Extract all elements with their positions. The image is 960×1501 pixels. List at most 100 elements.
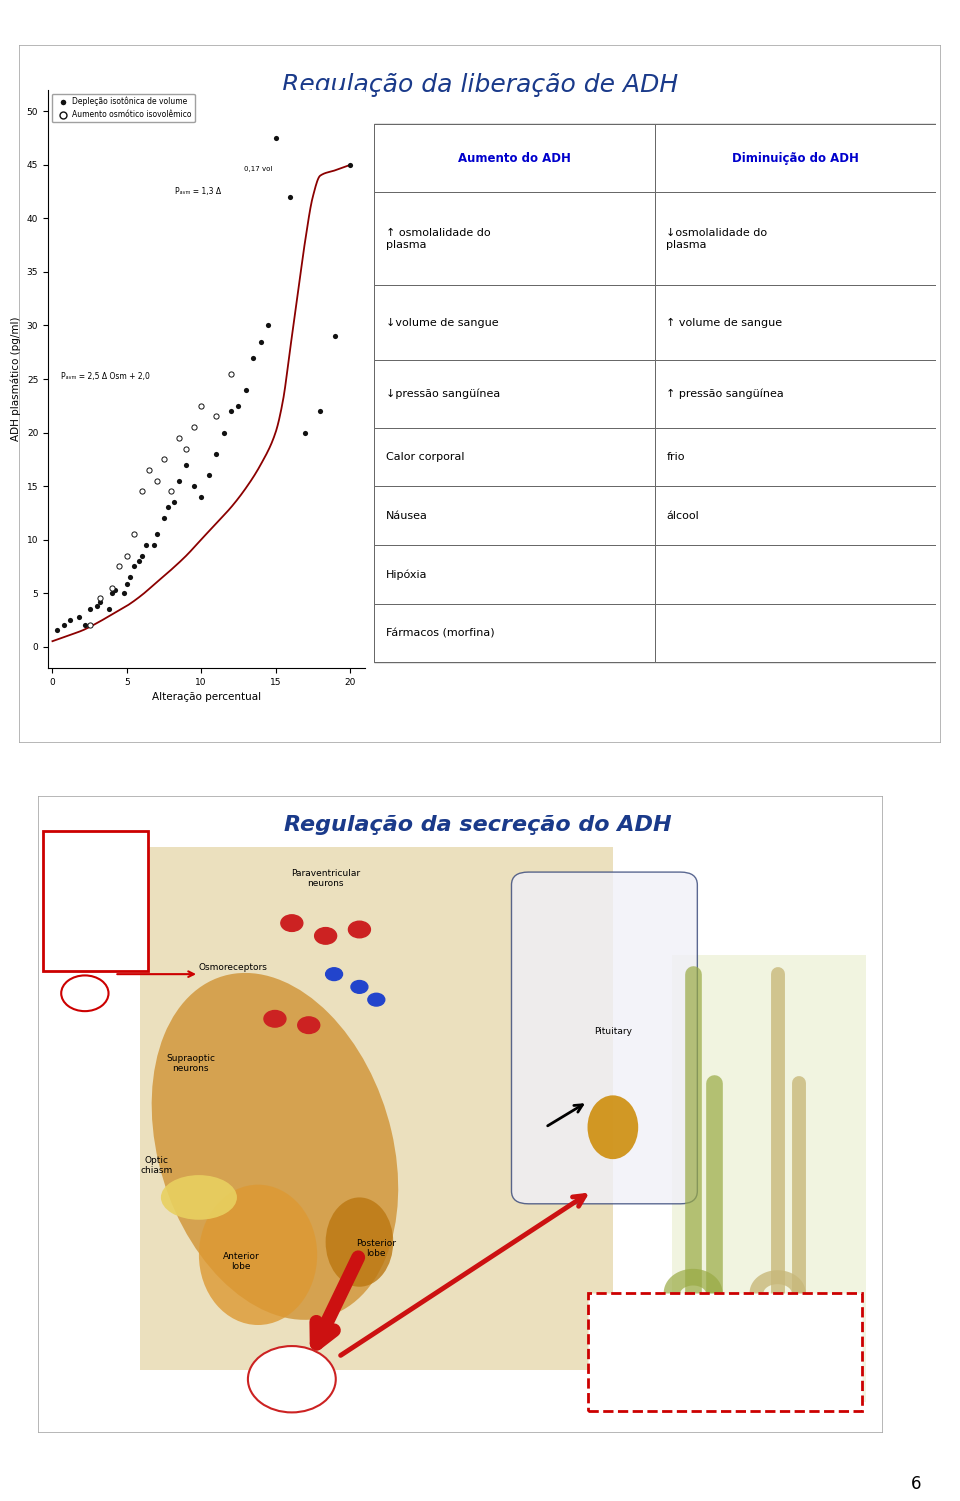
Text: Optic
chiasm: Optic chiasm [140,1156,173,1175]
Text: 0,17 vol: 0,17 vol [245,167,273,173]
Point [49,618,64,642]
Point [171,426,186,450]
Circle shape [61,976,108,1012]
Circle shape [348,922,371,938]
Point [82,612,97,636]
Point [82,597,97,621]
Circle shape [264,1010,286,1027]
Circle shape [368,994,385,1006]
Point [186,474,202,498]
Point [253,330,269,354]
FancyBboxPatch shape [588,1294,862,1411]
Bar [374,603,655,662]
Point [127,554,142,578]
Point [238,378,253,402]
Text: Pₐᵥₘ = 1,3 Δ: Pₐᵥₘ = 1,3 Δ [175,188,221,197]
Bar [374,125,936,662]
Point [78,612,93,636]
Text: +: + [79,985,91,1000]
FancyBboxPatch shape [42,830,148,971]
Text: ↓pressão sangüínea: ↓pressão sangüínea [386,389,500,399]
Ellipse shape [325,1198,394,1286]
Point [141,458,156,482]
Bar [374,486,655,545]
Point [179,437,194,461]
Text: ↓volume de sangue: ↓volume de sangue [386,318,498,327]
Text: Regulação da secreção do ADH: Regulação da secreção do ADH [284,815,671,835]
Point [149,468,164,492]
Bar [374,428,655,486]
X-axis label: Alteração percentual: Alteração percentual [152,692,261,702]
Point [92,590,108,614]
Point [127,522,142,546]
Point [260,314,276,338]
Point [72,605,87,629]
Point [298,420,313,444]
Point [224,399,239,423]
Point [92,587,108,611]
Point [89,594,105,618]
Bar [374,285,655,360]
Point [194,485,209,509]
Bar [374,125,655,192]
Point [171,468,186,492]
Text: ↑ reabsorção de
água pelo TC: ↑ reabsorção de água pelo TC [671,1337,780,1366]
Text: Aumento do ADH: Aumento do ADH [458,152,571,165]
Point [283,185,299,209]
Circle shape [248,1346,336,1412]
Ellipse shape [152,973,398,1319]
Ellipse shape [161,1175,237,1220]
Point [111,554,127,578]
Text: Regulação da liberação de ADH: Regulação da liberação de ADH [282,74,678,98]
Circle shape [281,914,302,932]
Bar [655,360,936,428]
Text: Osmolaridade
plasmática: Osmolaridade plasmática [55,883,136,905]
Text: Diminuição do ADH: Diminuição do ADH [732,152,859,165]
Text: Supraoptic
neurons: Supraoptic neurons [166,1054,215,1073]
Point [119,572,134,596]
FancyBboxPatch shape [512,872,697,1204]
Text: álcool: álcool [666,510,699,521]
Point [146,533,161,557]
Circle shape [351,980,368,994]
Point [186,416,202,440]
Bar [655,125,936,192]
Y-axis label: ADH plasmático (pg/ml): ADH plasmático (pg/ml) [11,317,21,441]
Bar [374,545,655,603]
Point [116,581,132,605]
Point [216,420,231,444]
Point [149,522,164,546]
Bar [655,428,936,486]
Bar [655,486,936,545]
Point [105,581,120,605]
Text: Anterior
lobe: Anterior lobe [223,1252,259,1271]
Text: Pituitary: Pituitary [594,1027,632,1036]
Text: ↓osmolalidade do
plasma: ↓osmolalidade do plasma [666,228,768,249]
Point [224,362,239,386]
Bar [374,360,655,428]
Point [208,441,224,465]
Text: Calor corporal: Calor corporal [386,452,464,462]
Bar [655,603,936,662]
Point [194,393,209,417]
Point [164,479,180,503]
Point [208,404,224,428]
Point [134,543,150,567]
Text: ↑ osmolalidade do
plasma: ↑ osmolalidade do plasma [386,228,491,249]
Point [327,324,343,348]
Point [102,597,117,621]
Point [167,489,182,513]
Point [246,345,261,369]
FancyBboxPatch shape [672,955,866,1402]
Point [313,399,328,423]
Bar [655,285,936,360]
Point [62,608,78,632]
Point [105,576,120,600]
Point [122,564,137,588]
Point [343,153,358,177]
Text: ↑ volume de sangue: ↑ volume de sangue [666,318,782,327]
Text: Náusea: Náusea [386,510,427,521]
Text: Osmoreceptors: Osmoreceptors [199,964,268,973]
Text: Posterior
lobe: Posterior lobe [356,1238,396,1258]
Point [132,549,147,573]
